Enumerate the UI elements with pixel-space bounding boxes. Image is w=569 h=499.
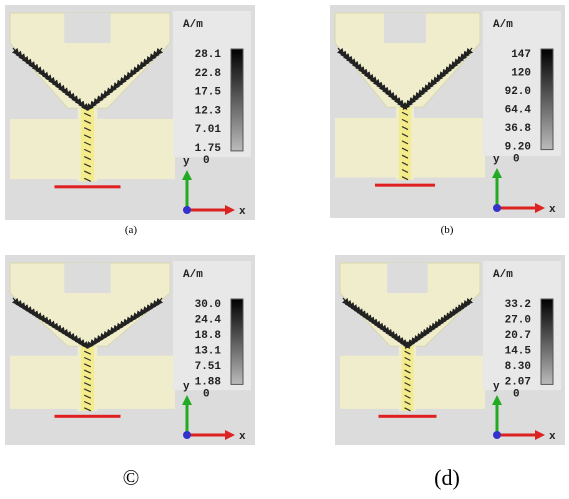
axis-z (493, 204, 501, 212)
unit-label: A/m (183, 19, 203, 31)
panel: A/m 33.2 27.0 20.7 14.5 8.30 2.070 y x (335, 255, 565, 445)
scale-label: 18.8 (195, 330, 222, 342)
notch (64, 13, 110, 43)
colorbar (231, 299, 243, 384)
scale-label: 9.20 (505, 142, 531, 154)
scale-zero: 0 (203, 155, 210, 167)
panel: A/m 30.0 24.4 18.8 13.1 7.51 1.880 y x (5, 255, 255, 445)
panel: A/m 147 120 92.0 64.4 36.8 9.200 y x (330, 5, 565, 218)
scale-label: 8.30 (505, 361, 531, 373)
scale-zero: 0 (513, 388, 520, 400)
axis-z (493, 431, 501, 439)
axis-y-label: y (493, 381, 500, 393)
port (55, 415, 121, 418)
scale-label: 33.2 (505, 299, 531, 311)
scale-label: 2.07 (505, 376, 531, 388)
unit-label: A/m (493, 269, 513, 281)
figure: A/m28.122.817.512.37.011.750yx(a)A/m1471… (0, 0, 569, 499)
unit-label: A/m (493, 19, 513, 31)
port (375, 184, 435, 187)
scale-label: 13.1 (195, 345, 222, 357)
colorbar (231, 49, 243, 151)
scale-label: 28.1 (195, 49, 222, 61)
scale-label: 24.4 (195, 314, 222, 326)
scale-label: 92.0 (505, 86, 531, 98)
colorbar (541, 49, 553, 150)
feed-line (81, 108, 94, 181)
colorbar (541, 299, 553, 384)
panel: A/m 28.1 22.8 17.5 12.3 7.01 1.750 y x (5, 5, 255, 220)
notch (387, 263, 428, 293)
scale-label: 17.5 (195, 87, 222, 99)
scale-label: 30.0 (195, 299, 221, 311)
scale-label: 7.51 (195, 361, 222, 373)
caption: © (123, 465, 140, 490)
axis-x-label: x (549, 204, 556, 216)
caption: (b) (441, 224, 454, 236)
axis-z (183, 431, 191, 439)
axis-y-label: y (183, 156, 190, 168)
axis-x-label: x (549, 431, 556, 443)
scale-label: 7.01 (195, 124, 222, 136)
feed-line (399, 107, 411, 179)
axis-x-label: x (239, 206, 246, 218)
scale-label: 14.5 (505, 345, 532, 357)
scale-zero: 0 (513, 154, 520, 166)
scale-label: 36.8 (505, 123, 532, 135)
port (379, 415, 437, 418)
scale-label: 1.88 (195, 376, 222, 388)
scale-label: 120 (511, 68, 531, 80)
scale-label: 64.4 (505, 105, 532, 117)
unit-label: A/m (183, 269, 203, 281)
scale-label: 147 (511, 49, 531, 61)
scale-zero: 0 (203, 388, 210, 400)
axis-y-label: y (183, 381, 190, 393)
notch (64, 263, 110, 293)
caption: (d) (434, 465, 460, 490)
port (55, 185, 121, 188)
scale-label: 1.75 (195, 143, 222, 155)
scale-label: 20.7 (505, 330, 531, 342)
axis-y-label: y (493, 154, 500, 166)
notch (384, 13, 426, 43)
axis-z (183, 206, 191, 214)
scale-label: 22.8 (195, 68, 222, 80)
scale-label: 12.3 (195, 105, 222, 117)
axis-x-label: x (239, 431, 246, 443)
scale-label: 27.0 (505, 314, 531, 326)
caption: (a) (125, 224, 138, 236)
